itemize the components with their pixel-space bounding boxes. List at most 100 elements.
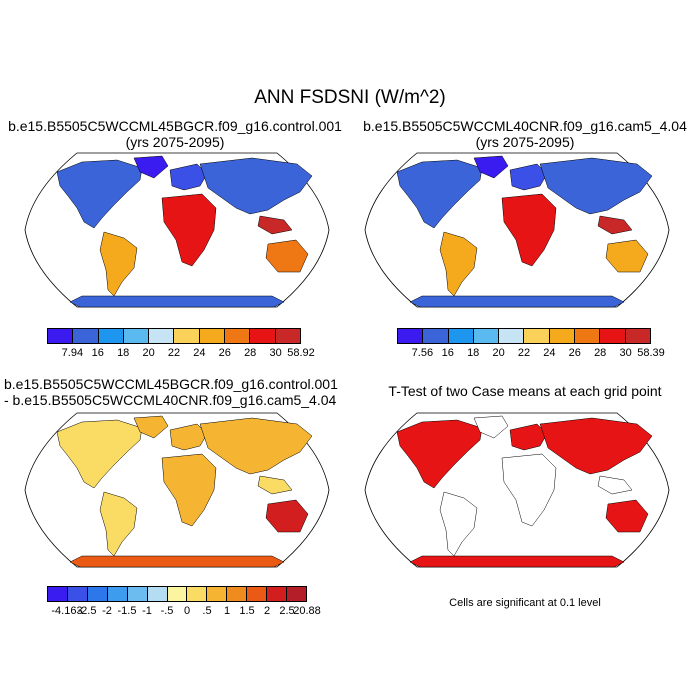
continent-seasia: [257, 215, 293, 235]
panel1-colorbar: [47, 328, 301, 344]
colorbar-cell: [147, 587, 168, 601]
colorbar-label: 16: [91, 347, 104, 359]
panel4-map: [364, 412, 670, 568]
continent-australia: [265, 239, 309, 273]
colorbar-cell: [107, 587, 128, 601]
continent-europe: [509, 163, 548, 191]
colorbar-label: 16: [441, 347, 454, 359]
colorbar-label: 2: [263, 605, 271, 617]
colorbar-cell: [98, 329, 124, 343]
colorbar-cell: [275, 329, 300, 343]
colorbar-cell: [575, 329, 601, 343]
colorbar-label: -2.5: [77, 605, 97, 617]
panel3-title-line2: - b.e15.B5505C5WCCML40CNR.f09_g16.cam5_4…: [4, 392, 337, 408]
colorbar-cell: [287, 587, 306, 601]
colorbar-label: 18: [117, 347, 130, 359]
continent-seasia: [597, 475, 633, 495]
colorbar-label: 30: [269, 347, 282, 359]
colorbar-label: -.5: [160, 605, 174, 617]
continent-asia: [199, 417, 313, 475]
colorbar-label: 22: [167, 347, 181, 359]
colorbar-cell: [167, 587, 188, 601]
colorbar-label: -1: [142, 605, 152, 617]
continent-greenland: [473, 415, 509, 439]
continent-namerica: [56, 419, 143, 489]
colorbar-cell: [123, 329, 150, 343]
colorbar-cell: [199, 329, 226, 343]
colorbar-label: 58.92: [287, 347, 315, 359]
continent-antarctica: [409, 295, 625, 308]
panel3-colorbar-labels: -4.163 -2.5 -2 -1.5 -1 -.5 0 .5 1 1.5 2 2.5 20.88: [47, 605, 320, 619]
panel1-colorbar-labels: 7.94 16 18 20 22 24 26 28 30 58.92: [47, 347, 315, 361]
colorbar-cell: [67, 587, 88, 601]
colorbar-cell: [267, 587, 288, 601]
panel2-colorbar: [397, 328, 651, 344]
panel4-note: Cells are significant at 0.1 level: [449, 597, 601, 609]
continent-europe: [169, 163, 208, 191]
colorbar-cell: [207, 587, 228, 601]
panel2-title-line1: b.e15.B5505C5WCCML40CNR.f09_g16.cam5_4.0…: [363, 118, 687, 134]
colorbar-cell: [600, 329, 626, 343]
continent-greenland: [133, 155, 169, 179]
continent-greenland: [473, 155, 509, 179]
colorbar-label: 1: [223, 605, 231, 617]
figure-title: ANN FSDSNI (W/m^2): [254, 87, 446, 108]
continent-australia: [605, 499, 649, 533]
colorbar-cell: [448, 329, 474, 343]
colorbar-label: .5: [202, 605, 212, 617]
panel3-title: b.e15.B5505C5WCCML45BGCR.f09_g16.control…: [4, 376, 338, 408]
colorbar-cell: [549, 329, 576, 343]
continent-seasia: [257, 475, 293, 495]
continent-australia: [605, 239, 649, 273]
colorbar-label: -1.5: [117, 605, 137, 617]
colorbar-cell: [48, 329, 74, 343]
colorbar-label: 28: [594, 347, 607, 359]
panel2-title-line2: (yrs 2075-2095): [475, 134, 575, 150]
colorbar-label: 22: [517, 347, 531, 359]
panel3-title-line1: b.e15.B5505C5WCCML45BGCR.f09_g16.control…: [4, 376, 338, 392]
continent-namerica: [56, 159, 143, 229]
colorbar-label: 28: [244, 347, 257, 359]
colorbar-cell: [398, 329, 424, 343]
panel1-title-line2: (yrs 2075-2095): [125, 134, 225, 150]
colorbar-label: 58.39: [637, 347, 665, 359]
colorbar-cell: [149, 329, 175, 343]
continent-australia: [265, 499, 309, 533]
panel1-title: b.e15.B5505C5WCCML45BGCR.f09_g16.control…: [0, 118, 350, 150]
colorbar-label: -2: [102, 605, 112, 617]
continent-asia: [539, 157, 653, 215]
colorbar-cell: [73, 329, 99, 343]
panel1-title-line1: b.e15.B5505C5WCCML45BGCR.f09_g16.control…: [8, 118, 342, 134]
continent-samerica: [99, 491, 138, 557]
continent-europe: [509, 423, 548, 451]
panel3-colorbar: [47, 586, 307, 602]
continent-namerica: [396, 159, 483, 229]
colorbar-label: 7.56: [411, 347, 434, 359]
continent-antarctica: [69, 555, 285, 568]
colorbar-label: 2.5: [279, 605, 295, 617]
colorbar-cell: [127, 587, 148, 601]
colorbar-cell: [499, 329, 525, 343]
panel4-title: T-Test of two Case means at each grid po…: [388, 383, 662, 399]
colorbar-label: 0: [183, 605, 191, 617]
continent-samerica: [439, 491, 478, 557]
panel2-colorbar-labels: 7.56 16 18 20 22 24 26 28 30 58.39: [397, 347, 665, 361]
colorbar-cell: [225, 329, 251, 343]
colorbar-label: 20: [492, 347, 505, 359]
continent-greenland: [133, 415, 169, 439]
continent-asia: [539, 417, 653, 475]
continent-antarctica: [69, 295, 285, 308]
continent-africa: [501, 193, 557, 267]
colorbar-cell: [227, 587, 248, 601]
continent-asia: [199, 157, 313, 215]
colorbar-cell: [48, 587, 68, 601]
colorbar-cell: [524, 329, 550, 343]
colorbar-label: 30: [619, 347, 632, 359]
colorbar-cell: [625, 329, 650, 343]
colorbar-label: 24: [193, 347, 206, 359]
colorbar-label: -4.163: [51, 605, 83, 617]
colorbar-cell: [174, 329, 200, 343]
continent-namerica: [396, 419, 483, 489]
continent-samerica: [439, 231, 478, 297]
colorbar-cell: [473, 329, 500, 343]
